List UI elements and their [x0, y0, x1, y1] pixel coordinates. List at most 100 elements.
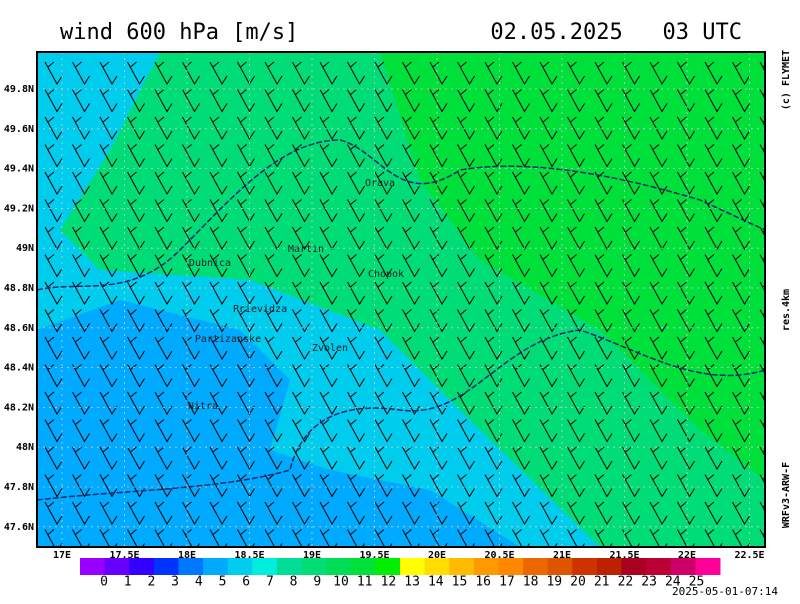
- barb: [319, 446, 338, 470]
- barb: [594, 199, 613, 223]
- barb: [704, 419, 723, 443]
- barb: [402, 61, 420, 85]
- barb: [292, 474, 310, 498]
- barb: [429, 199, 448, 223]
- barb: [99, 309, 118, 333]
- barb: [429, 501, 448, 525]
- barb: [292, 336, 310, 360]
- barb: [594, 501, 613, 525]
- barb: [567, 474, 585, 498]
- barb: [484, 364, 503, 388]
- barb: [374, 501, 393, 525]
- barb: [209, 501, 228, 525]
- barb: [732, 336, 750, 360]
- barb: [292, 171, 310, 195]
- barb: [677, 474, 695, 498]
- barb: [44, 336, 63, 360]
- city-label: Prievidza: [233, 304, 287, 315]
- lat-label: 49.6N: [4, 124, 34, 135]
- barb: [484, 501, 503, 525]
- barb: [319, 336, 338, 360]
- barb: [319, 364, 338, 388]
- colorbar-label: 21: [594, 575, 610, 590]
- barb: [347, 309, 365, 333]
- field: [37, 52, 765, 547]
- lon-label: 20.5E: [484, 550, 514, 561]
- barb: [347, 116, 365, 140]
- barb: [732, 474, 750, 498]
- lon-label: 22.5E: [734, 550, 764, 561]
- barb: [677, 226, 695, 250]
- barb: [704, 61, 723, 85]
- barb: [677, 419, 695, 443]
- barb: [127, 281, 145, 305]
- barb: [402, 116, 420, 140]
- barb: [182, 501, 200, 525]
- barb: [622, 501, 640, 525]
- barb: [182, 116, 200, 140]
- barb: [512, 391, 530, 415]
- barb: [677, 309, 695, 333]
- barb: [182, 446, 200, 470]
- colorbar-cell: [695, 558, 721, 575]
- colorbar-cell: [424, 558, 450, 575]
- barb: [539, 254, 558, 278]
- barb: [649, 419, 668, 443]
- barb: [319, 391, 338, 415]
- barb: [539, 446, 558, 470]
- colorbar-cell: [596, 558, 623, 575]
- barb: [677, 116, 695, 140]
- wind-barbs: [44, 61, 765, 547]
- barb: [209, 281, 228, 305]
- barb: [319, 199, 338, 223]
- barb: [567, 281, 585, 305]
- barb: [457, 89, 475, 113]
- barb: [182, 226, 200, 250]
- barb: [99, 171, 118, 195]
- colorbar-label: 13: [404, 575, 420, 590]
- barb: [594, 226, 613, 250]
- barb: [732, 419, 750, 443]
- barb: [402, 171, 420, 195]
- barb: [402, 446, 420, 470]
- barb: [567, 419, 585, 443]
- barb: [512, 199, 530, 223]
- barb: [99, 446, 118, 470]
- barb: [154, 171, 173, 195]
- title: wind 600 hPa [m/s]: [60, 20, 298, 45]
- barb: [292, 226, 310, 250]
- barb: [292, 501, 310, 525]
- barb: [402, 364, 420, 388]
- barb: [732, 199, 750, 223]
- barb: [182, 61, 200, 85]
- barb: [347, 364, 365, 388]
- barb: [567, 336, 585, 360]
- barb: [264, 336, 283, 360]
- barb: [567, 116, 585, 140]
- lon-label: 18.5E: [234, 550, 264, 561]
- barb: [704, 391, 723, 415]
- barb: [374, 199, 393, 223]
- barb: [622, 226, 640, 250]
- barb: [374, 446, 393, 470]
- barb: [182, 89, 200, 113]
- barb: [677, 501, 695, 525]
- barb: [154, 474, 173, 498]
- barb: [374, 474, 393, 498]
- barb: [402, 309, 420, 333]
- barb: [512, 336, 530, 360]
- barb: [319, 419, 338, 443]
- colorbar-cell: [473, 558, 499, 575]
- barb: [594, 171, 613, 195]
- barb: [539, 474, 558, 498]
- barb: [594, 419, 613, 443]
- barb: [677, 254, 695, 278]
- barb: [567, 226, 585, 250]
- colorbar-label: 3: [171, 575, 179, 590]
- barb: [649, 501, 668, 525]
- barb: [374, 116, 393, 140]
- barb: [347, 419, 365, 443]
- barb: [374, 226, 393, 250]
- colorbar-label: 4: [195, 575, 203, 590]
- barb: [484, 254, 503, 278]
